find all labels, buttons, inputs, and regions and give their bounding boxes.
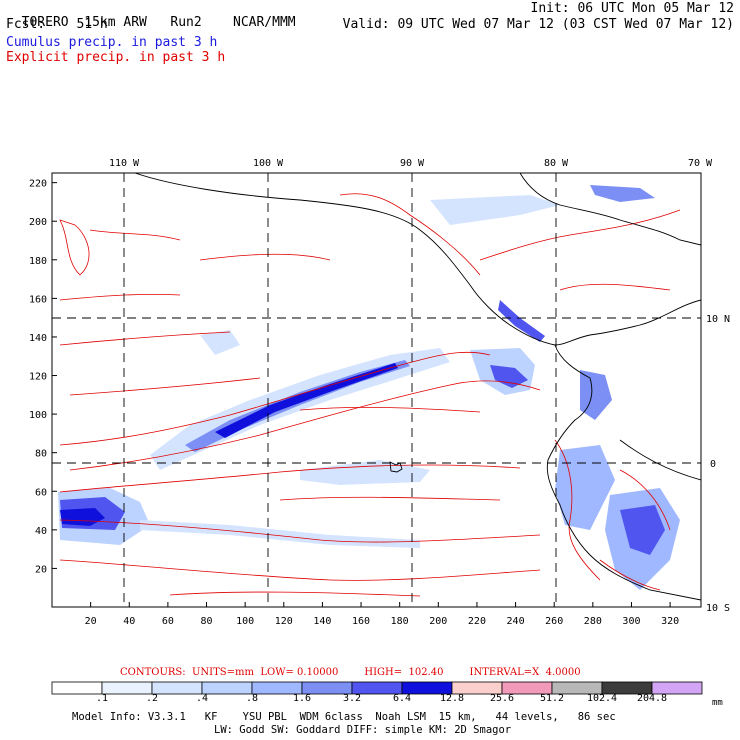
x-tick-label: 180 bbox=[391, 616, 409, 627]
legend-label: 102.4 bbox=[586, 693, 618, 704]
x-axis-ticks: 20 40 60 80 100 120 140 160 180 200 220 240 260 280 30… bbox=[85, 602, 679, 627]
model-title: TORERO 15km ARW Run2 NCAR/MMM bbox=[6, 2, 296, 30]
y-tick-label: 20 bbox=[35, 564, 47, 575]
org-name: NCAR/MMM bbox=[233, 15, 296, 30]
y-tick-label: 60 bbox=[35, 487, 47, 498]
y-tick-label: 100 bbox=[29, 410, 47, 421]
coastlines bbox=[134, 173, 701, 601]
x-tick-label: 260 bbox=[545, 616, 563, 627]
lat-label: 10 S bbox=[706, 603, 730, 614]
legend-label: 51.2 bbox=[539, 693, 565, 704]
x-tick-label: 20 bbox=[85, 616, 97, 627]
lat-label: 10 N bbox=[706, 314, 730, 325]
y-tick-label: 80 bbox=[35, 449, 47, 460]
cumulus-precip-shading bbox=[58, 185, 680, 590]
model-name: TORERO 15km ARW bbox=[21, 15, 147, 30]
init-time: Init: 06 UTC Mon 05 Mar 12 bbox=[530, 1, 735, 16]
legend-label: 12.8 bbox=[439, 693, 465, 704]
legend-label: 6.4 bbox=[392, 693, 412, 704]
field-title-explicit: Explicit precip. in past 3 h bbox=[6, 50, 226, 65]
x-tick-label: 240 bbox=[507, 616, 525, 627]
x-tick-label: 60 bbox=[162, 616, 174, 627]
legend-label: .1 bbox=[95, 693, 109, 704]
x-tick-label: 140 bbox=[313, 616, 331, 627]
y-tick-label: 200 bbox=[29, 217, 47, 228]
x-tick-label: 280 bbox=[584, 616, 602, 627]
x-tick-label: 80 bbox=[201, 616, 213, 627]
explicit-precip-contours bbox=[59, 193, 681, 597]
model-info: Model Info: V3.3.1 KF YSU PBL WDM 6class… bbox=[72, 711, 616, 723]
x-tick-label: 40 bbox=[123, 616, 135, 627]
legend-label: 3.2 bbox=[342, 693, 362, 704]
x-tick-label: 320 bbox=[661, 616, 679, 627]
lat-label: 0 bbox=[710, 459, 716, 470]
latitude-labels: 10 N 0 10 S bbox=[706, 314, 730, 614]
y-tick-label: 220 bbox=[29, 179, 47, 190]
legend-label: 1.6 bbox=[292, 693, 312, 704]
lon-label: 100 W bbox=[253, 158, 284, 169]
lon-label: 70 W bbox=[688, 158, 713, 169]
map-frame bbox=[51, 172, 702, 608]
y-tick-label: 120 bbox=[29, 372, 47, 383]
forecast-hour: Fcst: 51 h bbox=[6, 17, 108, 32]
legend-label: 25.6 bbox=[489, 693, 515, 704]
legend-unit: mm bbox=[712, 698, 723, 708]
lat-lon-grid bbox=[52, 173, 701, 607]
physics-info: LW: Godd SW: Goddard DIFF: simple KM: 2D… bbox=[214, 724, 512, 736]
field-title-cumulus: Cumulus precip. in past 3 h bbox=[6, 35, 218, 50]
x-tick-label: 120 bbox=[275, 616, 293, 627]
legend-label: 204.8 bbox=[636, 693, 668, 704]
lon-label: 80 W bbox=[544, 158, 569, 169]
x-tick-label: 200 bbox=[429, 616, 447, 627]
lon-label: 90 W bbox=[400, 158, 425, 169]
run-name: Run2 bbox=[170, 15, 202, 30]
x-tick-label: 300 bbox=[622, 616, 640, 627]
y-tick-label: 40 bbox=[35, 526, 47, 537]
legend-label: .2 bbox=[145, 693, 159, 704]
legend-label: .8 bbox=[245, 693, 259, 704]
legend-label: .4 bbox=[195, 693, 209, 704]
y-tick-label: 180 bbox=[29, 256, 47, 267]
y-tick-label: 160 bbox=[29, 294, 47, 305]
y-tick-label: 140 bbox=[29, 333, 47, 344]
longitude-labels: 110 W 100 W 90 W 80 W 70 W bbox=[109, 158, 713, 169]
valid-time: Valid: 09 UTC Wed 07 Mar 12 (03 CST Wed … bbox=[342, 17, 734, 32]
x-tick-label: 100 bbox=[236, 616, 254, 627]
y-axis-ticks: 20 40 60 80 100 120 140 160 180 200 220 bbox=[29, 179, 57, 575]
x-tick-label: 220 bbox=[468, 616, 486, 627]
contour-info: CONTOURS: UNITS=mm LOW= 0.10000 HIGH= 102… bbox=[120, 667, 581, 678]
lon-label: 110 W bbox=[109, 158, 140, 169]
x-tick-label: 160 bbox=[352, 616, 370, 627]
